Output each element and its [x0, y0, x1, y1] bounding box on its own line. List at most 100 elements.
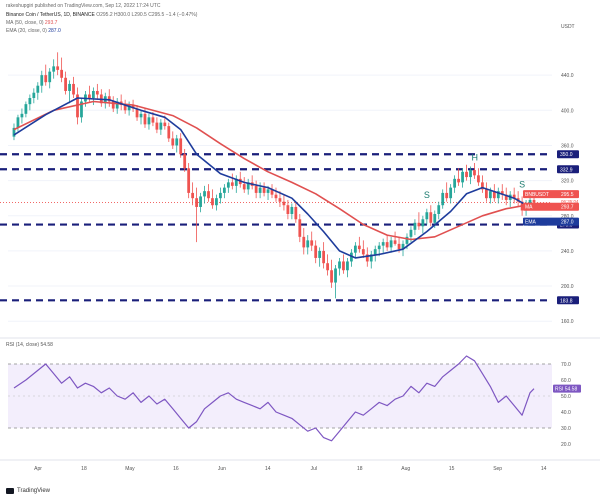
- rsi-tick-label: 40.0: [561, 410, 571, 416]
- candle-body: [488, 191, 492, 199]
- candle-body: [492, 191, 496, 199]
- candle-body: [528, 199, 532, 204]
- candle-body: [318, 250, 322, 258]
- price-tick-label: 360.0: [561, 143, 574, 149]
- time-tick-label: Aug: [401, 466, 410, 472]
- ema-value: 287.0: [48, 28, 61, 34]
- candle-body: [91, 90, 95, 98]
- level-tag: [557, 165, 579, 174]
- price-tag-value: 293.7: [561, 205, 574, 211]
- time-tick-label: May: [125, 466, 135, 472]
- candle-body: [135, 108, 139, 118]
- candle-body: [266, 189, 270, 193]
- price-tag-value: 287.0: [561, 220, 574, 226]
- ema-label: EMA (20, close, 0): [6, 28, 47, 34]
- candle-body: [226, 182, 230, 188]
- candle-body: [187, 168, 191, 193]
- candle-body: [465, 171, 468, 178]
- candle-body: [365, 254, 369, 262]
- rsi-value-tag: [553, 384, 581, 393]
- time-tick-label: Jul: [311, 466, 317, 472]
- publisher-line: rakeshupgiri published on TradingView.co…: [6, 3, 161, 9]
- candle-body: [469, 170, 472, 178]
- pattern-annotation: S: [519, 180, 525, 190]
- candle-body: [274, 194, 278, 199]
- candle-body: [191, 192, 195, 199]
- tradingview-brand: TradingView: [17, 488, 51, 494]
- candle-body: [151, 117, 155, 123]
- price-tick-label: 280.0: [561, 214, 574, 220]
- candle-body: [421, 219, 425, 227]
- candle-body: [24, 104, 28, 114]
- symbol-title: Binance Coin / TetherUS, 1D, BINANCE: [6, 12, 95, 18]
- time-tick-label: 18: [81, 466, 87, 472]
- candle-body: [449, 187, 453, 199]
- tradingview-logo: TradingView: [6, 488, 50, 494]
- candle-body: [473, 170, 476, 176]
- price-tag-countdown: 06:35:04: [561, 199, 579, 204]
- candle-body: [123, 105, 127, 111]
- candle-body: [115, 101, 119, 109]
- candle-body: [361, 249, 365, 255]
- candle-body: [512, 194, 516, 199]
- price-unit-label: USDT: [561, 24, 575, 30]
- candle-body: [48, 71, 52, 83]
- ma50-line: [13, 100, 535, 241]
- time-tick-label: Apr: [34, 466, 42, 472]
- candle-body: [298, 219, 302, 237]
- candle-body: [302, 236, 306, 248]
- candle-body: [199, 196, 202, 207]
- time-tick-label: 14: [541, 466, 547, 472]
- candle-body: [477, 175, 480, 183]
- candle-body: [290, 206, 294, 214]
- candle-body: [195, 198, 198, 207]
- candle-body: [401, 243, 405, 250]
- candle-body: [68, 83, 71, 91]
- pattern-annotation: H: [471, 152, 478, 162]
- candle-body: [80, 101, 83, 118]
- ma-label: MA (50, close, 0): [6, 20, 44, 26]
- candle-body: [127, 105, 131, 111]
- candle-body: [211, 198, 214, 206]
- candle-body: [258, 187, 262, 193]
- price-tick-label: 240.0: [561, 249, 574, 255]
- candle-body: [175, 138, 179, 146]
- candle-body: [60, 69, 64, 78]
- price-tick-label: 440.0: [561, 73, 574, 79]
- candle-body: [373, 249, 377, 255]
- candle-body: [353, 245, 357, 253]
- price-tag-value: 295.5: [561, 192, 574, 198]
- candle-body: [219, 192, 222, 199]
- candle-body: [397, 243, 401, 250]
- price-tag: [523, 190, 579, 199]
- candle-body: [95, 90, 99, 95]
- level-tag-label: 183.8: [560, 298, 573, 304]
- candle-body: [282, 201, 286, 206]
- candle-body: [222, 187, 226, 193]
- price-tag-name: EMA: [525, 220, 537, 226]
- candle-body: [286, 205, 290, 214]
- rsi-tick-label: 70.0: [561, 362, 571, 368]
- price-pane: [0, 36, 600, 334]
- candle-body: [207, 191, 210, 199]
- time-tick-label: 15: [449, 466, 455, 472]
- candle-body: [76, 94, 79, 118]
- candle-body: [88, 94, 91, 98]
- candle-body: [500, 191, 504, 195]
- candle-body: [215, 198, 218, 206]
- rsi-tick-label: 20.0: [561, 442, 571, 448]
- level-tag-label: 332.9: [560, 167, 573, 173]
- price-tick-label: 160.0: [561, 319, 574, 325]
- price-tag: [523, 217, 579, 226]
- candle-body: [310, 240, 314, 246]
- candle-body: [484, 189, 488, 199]
- ohlc-values: O295.2 H300.0 L290.5 C295.5 −1.4 (−0.47%…: [96, 12, 198, 18]
- candle-body: [234, 178, 238, 186]
- time-tick-label: Jun: [218, 466, 226, 472]
- time-tick-label: 16: [173, 466, 179, 472]
- ma-legend: MA (50, close, 0) 293.7: [6, 20, 57, 26]
- candle-body: [496, 191, 500, 199]
- ema20-line: [13, 97, 535, 259]
- candle-body: [481, 182, 484, 190]
